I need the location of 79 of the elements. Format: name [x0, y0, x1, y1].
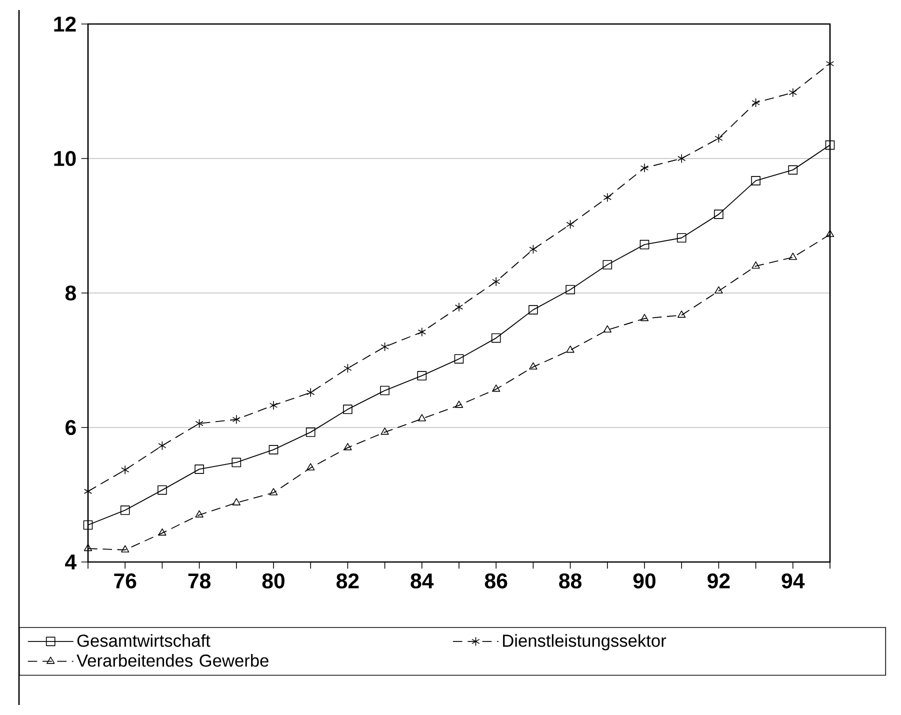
point — [788, 252, 797, 260]
point — [306, 463, 315, 470]
x-tick-label: 76 — [114, 573, 136, 588]
point — [678, 310, 686, 318]
point — [454, 400, 464, 408]
point — [454, 354, 464, 364]
point — [120, 506, 130, 515]
point — [380, 342, 389, 352]
point — [529, 244, 538, 254]
point — [714, 210, 724, 219]
point — [566, 284, 575, 294]
point — [306, 428, 316, 437]
point — [232, 414, 240, 424]
x-tick-label: 78 — [188, 573, 211, 588]
point — [492, 276, 500, 286]
point — [602, 260, 612, 270]
y-tick-label: 10 — [54, 150, 76, 166]
point — [194, 464, 204, 474]
point — [751, 176, 760, 186]
point — [380, 386, 390, 396]
y-tick-label: 8 — [65, 285, 76, 301]
point — [640, 314, 649, 322]
point — [269, 488, 278, 496]
x-tick-label: 80 — [262, 573, 284, 588]
point — [344, 443, 352, 450]
x-tick-label: 84 — [410, 573, 434, 588]
y-tick-label: 12 — [54, 16, 76, 32]
point — [269, 400, 278, 410]
point — [752, 98, 760, 108]
point — [121, 465, 130, 475]
point — [825, 140, 835, 150]
point — [84, 544, 92, 552]
point — [268, 445, 278, 454]
point — [491, 333, 501, 343]
point — [676, 233, 686, 243]
point — [492, 384, 500, 392]
point — [418, 414, 426, 422]
point — [826, 230, 834, 238]
point — [752, 261, 760, 269]
legend-label: Gesamtwirtschaft — [77, 634, 210, 647]
point — [788, 88, 797, 98]
point — [566, 220, 574, 230]
point — [529, 362, 538, 370]
x-tick-label: 88 — [559, 573, 582, 588]
legend-label: Verarbeitendes Gewerbe — [76, 654, 268, 667]
point — [640, 240, 650, 250]
point — [232, 458, 242, 468]
point — [417, 371, 427, 380]
point — [158, 528, 166, 536]
point — [603, 192, 612, 202]
point — [640, 163, 649, 173]
point — [380, 428, 389, 435]
x-tick-label: 90 — [633, 573, 656, 588]
point — [232, 498, 240, 506]
point — [714, 134, 723, 143]
point — [158, 440, 166, 450]
point — [788, 165, 798, 175]
x-tick-label: 94 — [782, 573, 805, 588]
y-tick-label: 4 — [65, 554, 77, 570]
x-tick-label: 92 — [708, 573, 730, 588]
x-tick-label: 86 — [484, 573, 508, 588]
point — [306, 388, 315, 398]
point — [195, 510, 204, 518]
point — [454, 302, 464, 312]
x-tick-label: 82 — [336, 573, 359, 588]
point — [566, 345, 574, 353]
point — [714, 286, 723, 294]
point — [83, 520, 93, 530]
point — [418, 327, 426, 337]
point — [121, 545, 130, 552]
point — [195, 418, 204, 428]
point — [344, 364, 352, 373]
point — [343, 404, 352, 414]
point — [158, 485, 167, 495]
y-tick-label: 6 — [66, 420, 76, 436]
point — [528, 305, 538, 314]
legend-label: Dienstleistungssektor — [503, 634, 666, 650]
point — [678, 154, 686, 164]
point — [603, 325, 612, 333]
